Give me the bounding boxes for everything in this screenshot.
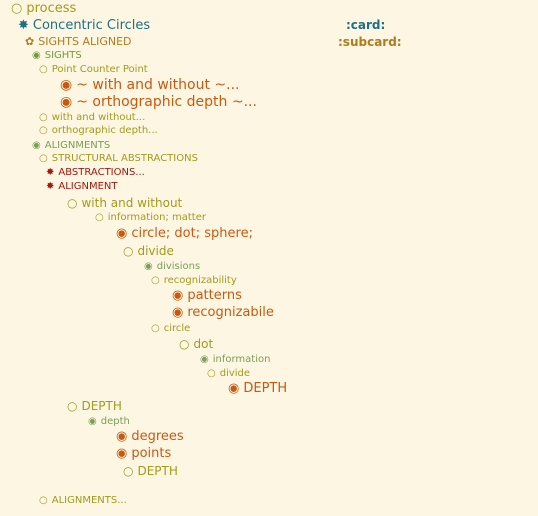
open-circle-icon: ○ — [39, 153, 48, 164]
target-icon: ◉ — [88, 416, 97, 427]
outline-item-with-and-without-1[interactable]: ◉ ~ with and without ~... — [60, 78, 240, 92]
outline-item-label: ALIGNMENTS — [44, 140, 111, 151]
outline-item-label: depth — [100, 416, 130, 427]
outline-item-sights[interactable]: ◉ SIGHTS — [32, 51, 82, 61]
outline-item-label: DEPTH — [243, 381, 288, 396]
outline-item-process[interactable]: ○ process — [11, 2, 76, 15]
target-icon: ◉ — [228, 381, 240, 396]
outline-item-label: patterns — [187, 288, 242, 303]
outline-item-degrees[interactable]: ◉ degrees — [116, 430, 184, 443]
outline-item-label: recognizabile — [187, 305, 274, 320]
open-circle-icon: ○ — [39, 125, 48, 136]
outline-item-abstractions[interactable]: ✸ ABSTRACTIONS... — [46, 168, 145, 178]
target-icon: ◉ — [116, 429, 128, 444]
open-circle-icon: ○ — [39, 112, 48, 123]
open-circle-icon: ○ — [39, 64, 48, 75]
outline-item-label: divide — [137, 244, 174, 258]
target-icon: ◉ — [116, 226, 128, 241]
outline-item-divide-2[interactable]: ○ divide — [207, 369, 250, 379]
outline-item-label: DEPTH — [137, 464, 178, 478]
star-icon: ✸ — [46, 167, 55, 178]
target-icon: ◉ — [32, 50, 41, 61]
outline-item-alignment[interactable]: ✸ ALIGNMENT — [46, 182, 118, 192]
star-icon: ✸ — [18, 18, 29, 33]
open-circle-icon: ○ — [95, 212, 104, 223]
open-circle-icon: ○ — [67, 196, 78, 210]
target-icon: ◉ — [172, 305, 184, 320]
outline-item-label: with and without — [81, 196, 183, 210]
flower-icon: ✿ — [25, 35, 35, 48]
outline-item-label: SIGHTS — [44, 50, 82, 61]
outline-item-label: Concentric Circles — [32, 18, 151, 33]
outline-item-recognizability[interactable]: ○ recognizability — [151, 276, 237, 286]
open-circle-icon: ○ — [151, 275, 160, 286]
outline-item-depth-final[interactable]: ○ DEPTH — [123, 465, 178, 477]
outline-item-structural-abstractions[interactable]: ○ STRUCTURAL ABSTRACTIONS — [39, 154, 198, 164]
outline-item-sights-aligned[interactable]: ✿ SIGHTS ALIGNED — [25, 36, 132, 47]
outline-item-label: recognizability — [163, 275, 237, 286]
open-circle-icon: ○ — [11, 1, 23, 16]
outline-item-label: with and without... — [51, 112, 146, 123]
outline-item-orthographic-depth-2[interactable]: ○ orthographic depth... — [39, 126, 158, 136]
outline-item-concentric-circles[interactable]: ✸ Concentric Circles — [18, 19, 150, 32]
outline-item-circle[interactable]: ○ circle — [151, 324, 190, 334]
outline-item-information-matter[interactable]: ○ information; matter — [95, 213, 206, 223]
target-icon: ◉ — [200, 354, 209, 365]
outline-item-label: ~ with and without ~... — [76, 77, 240, 93]
outline-item-label: circle; dot; sphere; — [131, 226, 253, 241]
outline-item-label: SIGHTS ALIGNED — [38, 35, 132, 48]
outline-item-label: information — [212, 354, 271, 365]
open-circle-icon: ○ — [179, 337, 190, 351]
outline-item-dot[interactable]: ○ dot — [179, 338, 213, 350]
target-icon: ◉ — [116, 446, 128, 461]
outline-item-label: circle — [163, 323, 191, 334]
open-circle-icon: ○ — [123, 244, 134, 258]
outline-item-label: Point Counter Point — [51, 64, 148, 75]
outline-item-label: information; matter — [107, 212, 206, 223]
target-icon: ◉ — [144, 261, 153, 272]
open-circle-icon: ○ — [123, 464, 134, 478]
outline-item-label: divisions — [156, 261, 201, 272]
open-circle-icon: ○ — [67, 399, 78, 413]
outline-item-with-and-without-2[interactable]: ○ with and without... — [39, 113, 145, 123]
outline-item-label: ABSTRACTIONS... — [58, 167, 145, 178]
subcard-tag: :subcard: — [338, 35, 402, 49]
outline-item-depth-section[interactable]: ○ DEPTH — [67, 400, 122, 412]
outline-item-depth-lower[interactable]: ◉ depth — [88, 417, 130, 427]
outline-item-label: ~ orthographic depth ~... — [76, 94, 257, 110]
star-icon: ✸ — [46, 181, 55, 192]
outline-item-divisions[interactable]: ◉ divisions — [144, 262, 200, 272]
outline-item-information[interactable]: ◉ information — [200, 355, 270, 365]
outline-item-label: ALIGNMENTS... — [51, 495, 127, 506]
outline-item-label: STRUCTURAL ABSTRACTIONS — [51, 153, 198, 164]
outline-item-point-counter-point[interactable]: ○ Point Counter Point — [39, 65, 148, 75]
outline-item-label: ALIGNMENT — [58, 181, 118, 192]
target-icon: ◉ — [32, 140, 41, 151]
outline-item-orthographic-depth-1[interactable]: ◉ ~ orthographic depth ~... — [60, 95, 257, 109]
card-tag: :card: — [346, 18, 386, 32]
outline-item-circle-dot-sphere[interactable]: ◉ circle; dot; sphere; — [116, 227, 253, 240]
outline-item-depth-upper[interactable]: ◉ DEPTH — [228, 382, 287, 395]
open-circle-icon: ○ — [151, 323, 160, 334]
outline-item-label: divide — [219, 368, 251, 379]
outline-item-label: degrees — [131, 429, 184, 444]
target-icon: ◉ — [172, 288, 184, 303]
target-icon: ◉ — [60, 94, 73, 110]
outline-item-recognizabile[interactable]: ◉ recognizabile — [172, 306, 274, 319]
outline-item-label: DEPTH — [81, 399, 122, 413]
outline-item-with-and-without-3[interactable]: ○ with and without — [67, 197, 182, 209]
outline-item-label: points — [131, 446, 172, 461]
open-circle-icon: ○ — [39, 495, 48, 506]
outline-item-alignments-final[interactable]: ○ ALIGNMENTS... — [39, 496, 127, 506]
outline-item-label: process — [26, 1, 77, 16]
outline-item-label: dot — [193, 337, 214, 351]
outline-item-label: orthographic depth... — [51, 125, 158, 136]
target-icon: ◉ — [60, 77, 73, 93]
outline-item-divide-1[interactable]: ○ divide — [123, 245, 174, 257]
outline-item-patterns[interactable]: ◉ patterns — [172, 289, 242, 302]
outline-item-points[interactable]: ◉ points — [116, 447, 171, 460]
outline-item-alignments[interactable]: ◉ ALIGNMENTS — [32, 141, 110, 151]
open-circle-icon: ○ — [207, 368, 216, 379]
